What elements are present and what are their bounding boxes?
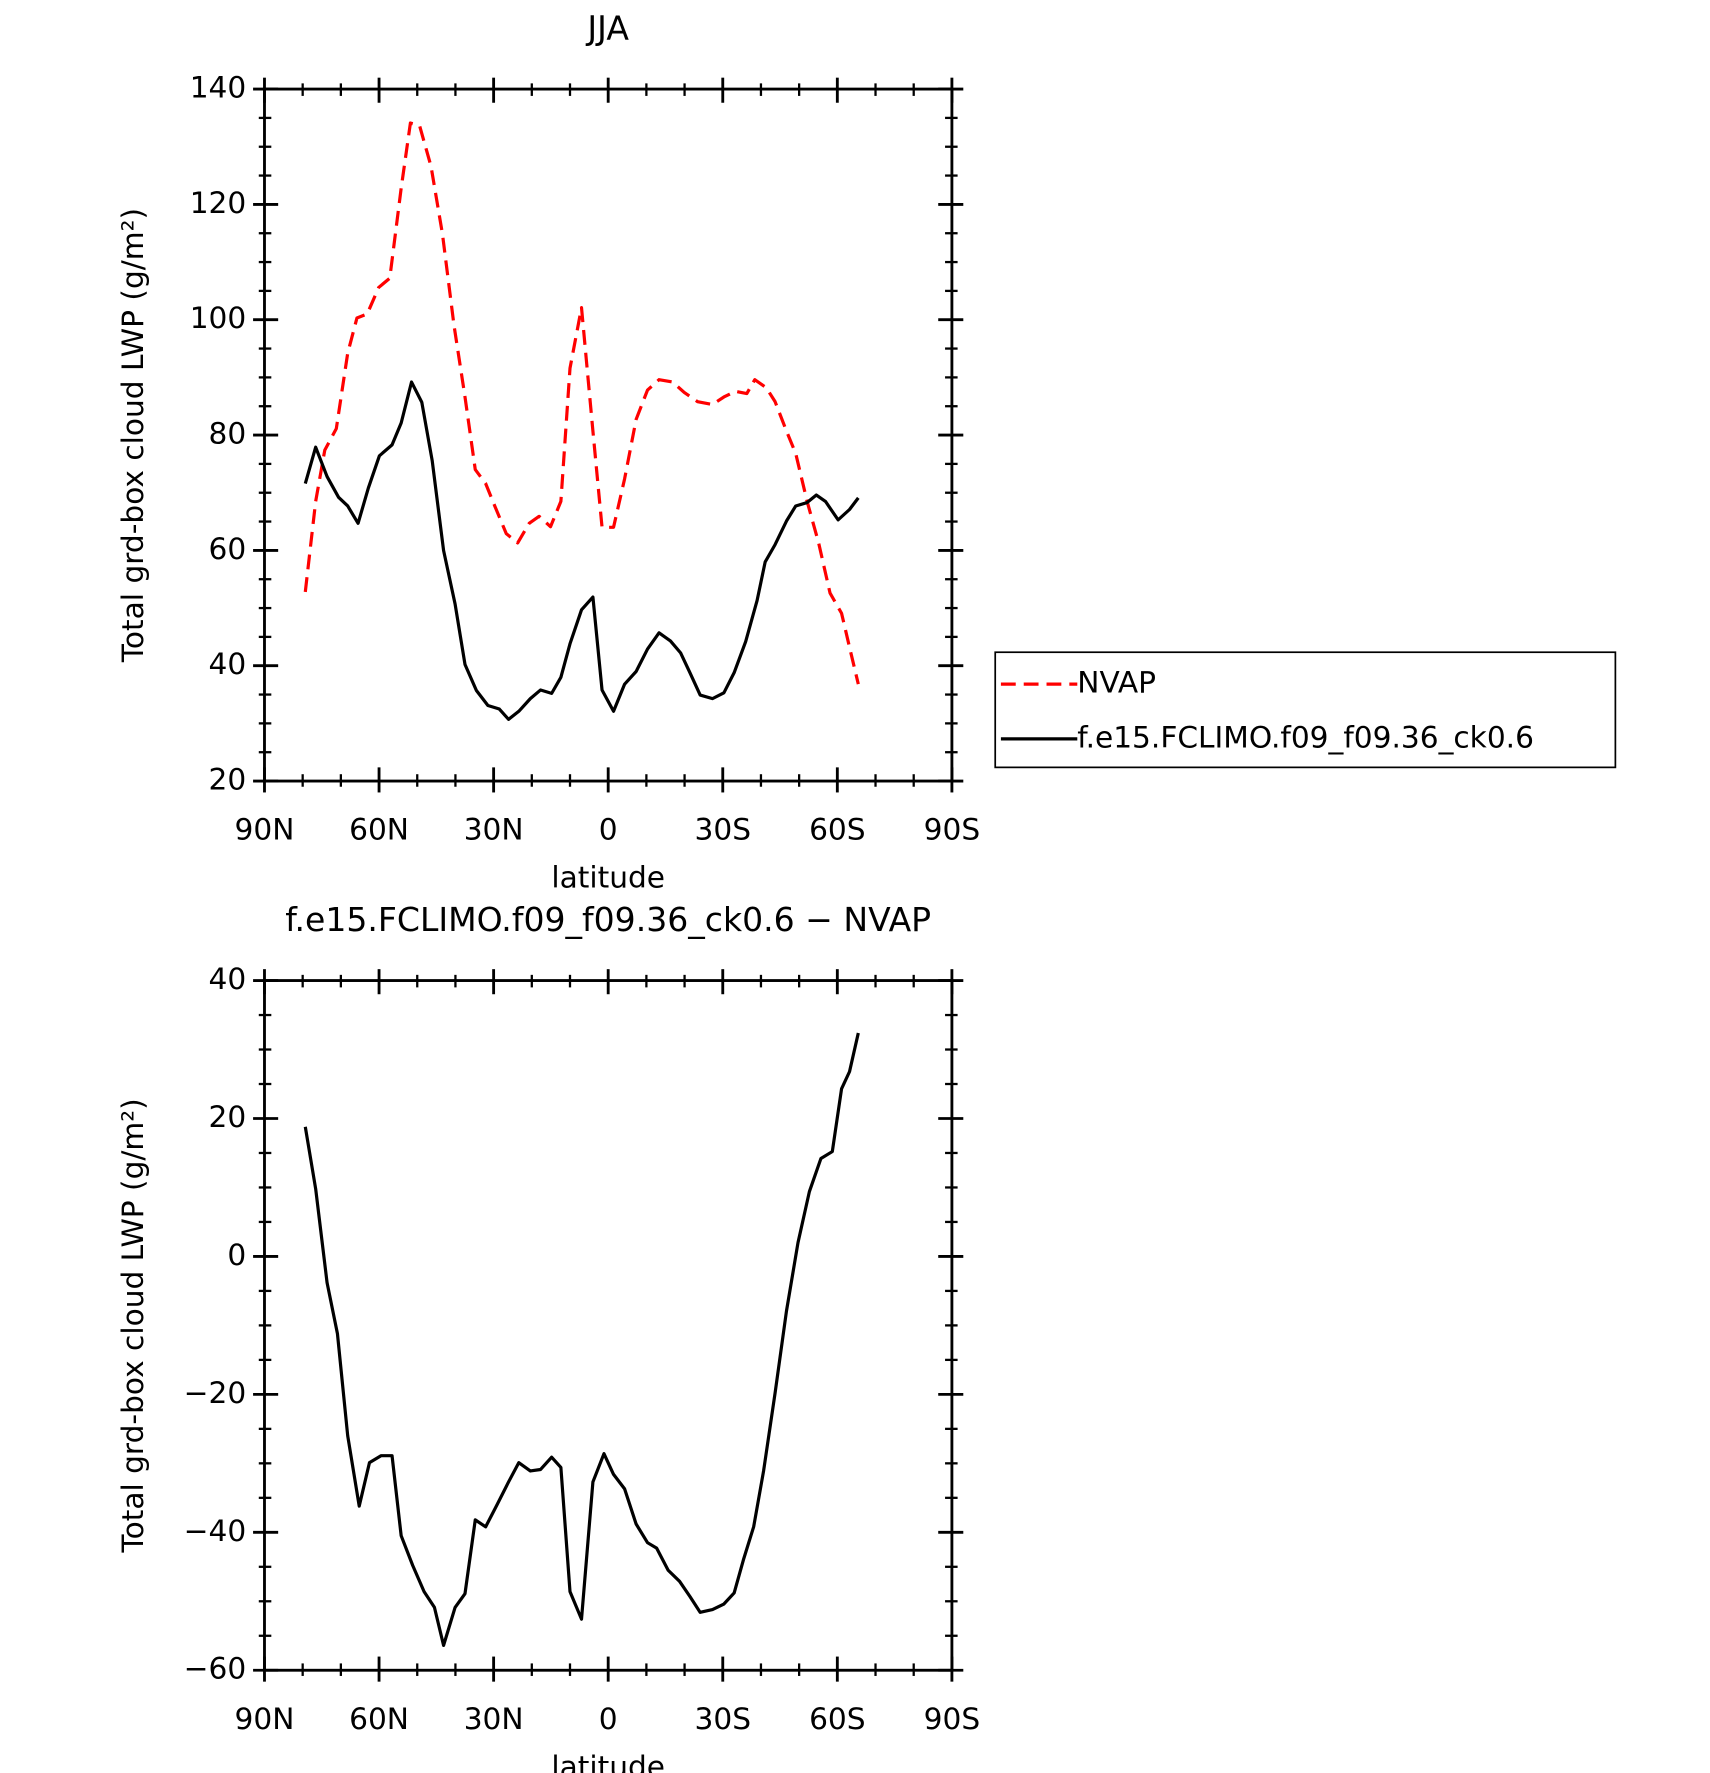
x-tick-label: 60N	[349, 812, 409, 847]
x-axis-label: latitude	[551, 860, 665, 895]
y-axis-label: Total grd-box cloud LWP (g/m²)	[115, 1098, 150, 1553]
y-tick-label: −60	[184, 1651, 247, 1686]
legend: NVAP f.e15.FCLIMO.f09_f09.36_ck0.6	[994, 651, 1617, 769]
chart-title: f.e15.FCLIMO.f09_f09.36_ck0.6 − NVAP	[285, 900, 931, 939]
x-tick-label: 60S	[809, 812, 866, 847]
y-tick-label: 140	[190, 70, 247, 105]
data-line	[303, 1032, 860, 1647]
x-tick-label: 90S	[924, 1701, 981, 1736]
x-tick-label: 30S	[695, 1701, 752, 1736]
x-tick-label: 90N	[235, 1701, 295, 1736]
legend-label: NVAP	[1077, 665, 1156, 700]
chart-title: JJA	[585, 8, 629, 47]
x-tick-label: 30S	[695, 812, 752, 847]
legend-label: f.e15.FCLIMO.f09_f09.36_ck0.6	[1077, 719, 1534, 754]
y-tick-label: 80	[209, 416, 247, 451]
y-tick-label: 60	[209, 531, 247, 566]
y-axis-label: Total grd-box cloud LWP (g/m²)	[115, 208, 150, 663]
x-tick-label: 0	[599, 1701, 618, 1736]
x-axis-label: latitude	[551, 1749, 665, 1773]
y-tick-label: 120	[190, 185, 247, 220]
y-tick-label: −40	[184, 1513, 247, 1548]
x-tick-label: 60S	[809, 1701, 866, 1736]
plot-frame	[263, 87, 954, 783]
x-tick-label: 30N	[464, 1701, 524, 1736]
x-tick-label: 30N	[464, 812, 524, 847]
plot-frame	[263, 979, 954, 1672]
y-tick-label: 40	[209, 961, 247, 996]
legend-box	[994, 651, 1617, 769]
y-tick-label: 40	[209, 646, 247, 681]
y-tick-label: 20	[209, 1099, 247, 1134]
y-tick-label: 100	[190, 300, 247, 335]
y-tick-label: −20	[184, 1375, 247, 1410]
data-line	[303, 121, 860, 685]
y-tick-label: 20	[209, 762, 247, 797]
data-line	[303, 380, 860, 721]
x-tick-label: 60N	[349, 1701, 409, 1736]
x-tick-label: 0	[599, 812, 618, 847]
y-tick-label: 0	[227, 1237, 246, 1272]
x-tick-label: 90N	[235, 812, 295, 847]
x-tick-label: 90S	[924, 812, 981, 847]
